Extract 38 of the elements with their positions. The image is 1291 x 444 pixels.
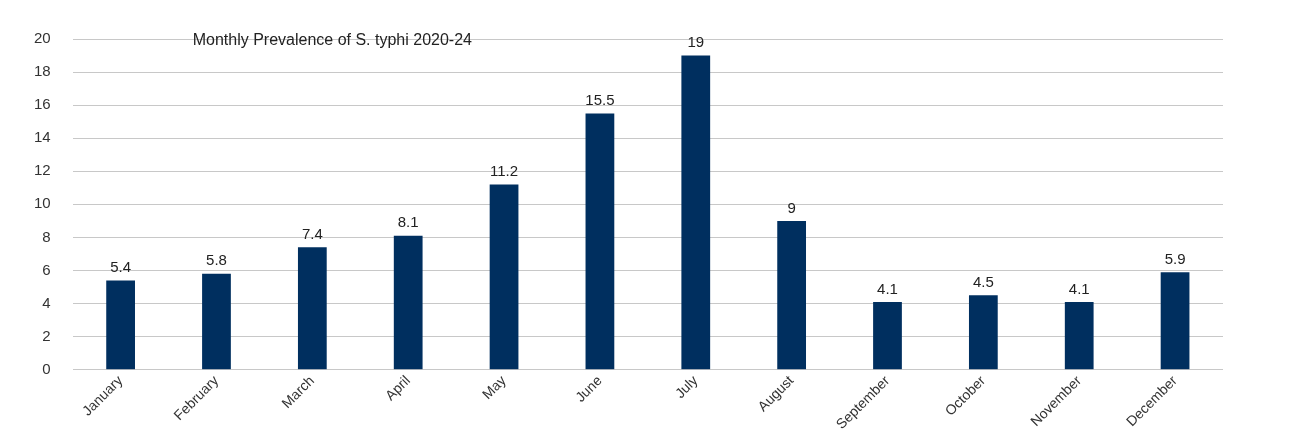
y-tick-label: 18	[34, 62, 51, 80]
data-label: 11.2	[490, 162, 519, 180]
y-tick-label: 20	[34, 29, 51, 47]
bar	[297, 247, 327, 370]
bar	[202, 273, 231, 370]
bar	[489, 184, 519, 370]
y-tick-label: 10	[34, 194, 51, 212]
data-label: 4.5	[972, 272, 994, 290]
y-tick-label: 12	[34, 161, 51, 179]
data-label: 4.1	[1068, 279, 1090, 297]
data-label: 9	[787, 198, 796, 216]
bar	[585, 113, 615, 370]
x-tick-label: July	[671, 372, 701, 402]
data-label: 7.4	[301, 224, 323, 242]
y-tick-label: 4	[42, 293, 51, 311]
bar	[393, 235, 423, 370]
bar	[1064, 301, 1094, 370]
y-tick-label: 14	[34, 128, 51, 146]
y-tick-label: 6	[42, 260, 51, 278]
data-label: 15.5	[585, 91, 615, 109]
chart-title: Monthly Prevalence of S. typhi 2020-24	[192, 31, 473, 49]
bar	[777, 220, 807, 370]
data-label: 5.8	[206, 251, 227, 269]
data-label: 8.1	[397, 213, 419, 231]
data-label: 5.9	[1164, 249, 1186, 267]
y-tick-label: 0	[42, 359, 51, 377]
data-label: 19	[687, 33, 705, 51]
y-tick-label: 8	[42, 227, 51, 245]
bar	[968, 295, 998, 370]
bar	[681, 55, 711, 370]
x-tick-label: May	[478, 372, 509, 403]
y-tick-label: 2	[42, 326, 51, 344]
data-label: 4.1	[877, 279, 898, 297]
data-label: 5.4	[110, 258, 132, 276]
bar	[873, 301, 902, 370]
bar	[1160, 272, 1190, 370]
y-tick-label: 16	[34, 95, 51, 113]
bar	[106, 280, 135, 370]
